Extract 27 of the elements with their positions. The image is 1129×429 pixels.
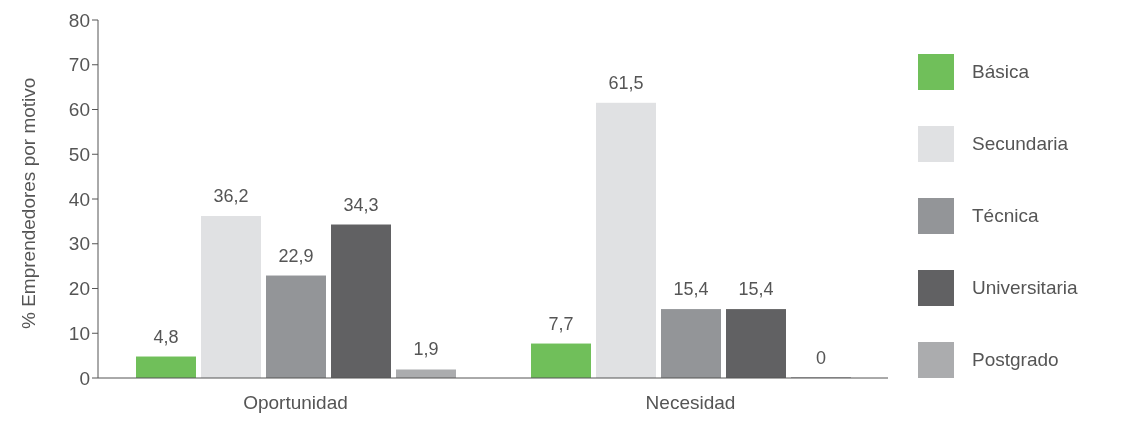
y-tick-label: 10 [68, 322, 90, 344]
y-tick-label: 20 [68, 278, 90, 300]
data-label: 15,4 [673, 279, 709, 300]
data-label: 4,8 [153, 326, 179, 347]
data-label: 15,4 [738, 279, 774, 300]
data-label: 0 [815, 348, 827, 368]
data-label: 1,9 [413, 339, 439, 360]
y-tick-label: 40 [68, 188, 90, 210]
legend-label: Secundaria [972, 132, 1069, 155]
legend-label: Técnica [972, 204, 1039, 227]
y-tick-label: 50 [68, 143, 90, 165]
y-tick-label: 70 [68, 54, 90, 76]
data-label: 34,3 [343, 194, 379, 215]
y-axis-title: % Emprendedores por motivo [17, 77, 39, 329]
y-tick-label: 30 [68, 233, 90, 255]
data-label: 61,5 [608, 72, 644, 93]
data-label: 7,7 [548, 313, 574, 334]
x-tick-label: Necesidad [645, 392, 736, 414]
x-tick-label: Oportunidad [243, 392, 348, 414]
data-label: 36,2 [213, 186, 249, 207]
data-label: 22,9 [278, 245, 314, 266]
legend-label: Postgrado [972, 348, 1059, 371]
legend-label: Universitaria [972, 276, 1078, 299]
legend-label: Básica [972, 60, 1030, 83]
y-tick-label: 60 [68, 99, 90, 121]
y-tick-label: 80 [68, 9, 90, 31]
y-tick-label: 0 [79, 367, 90, 389]
